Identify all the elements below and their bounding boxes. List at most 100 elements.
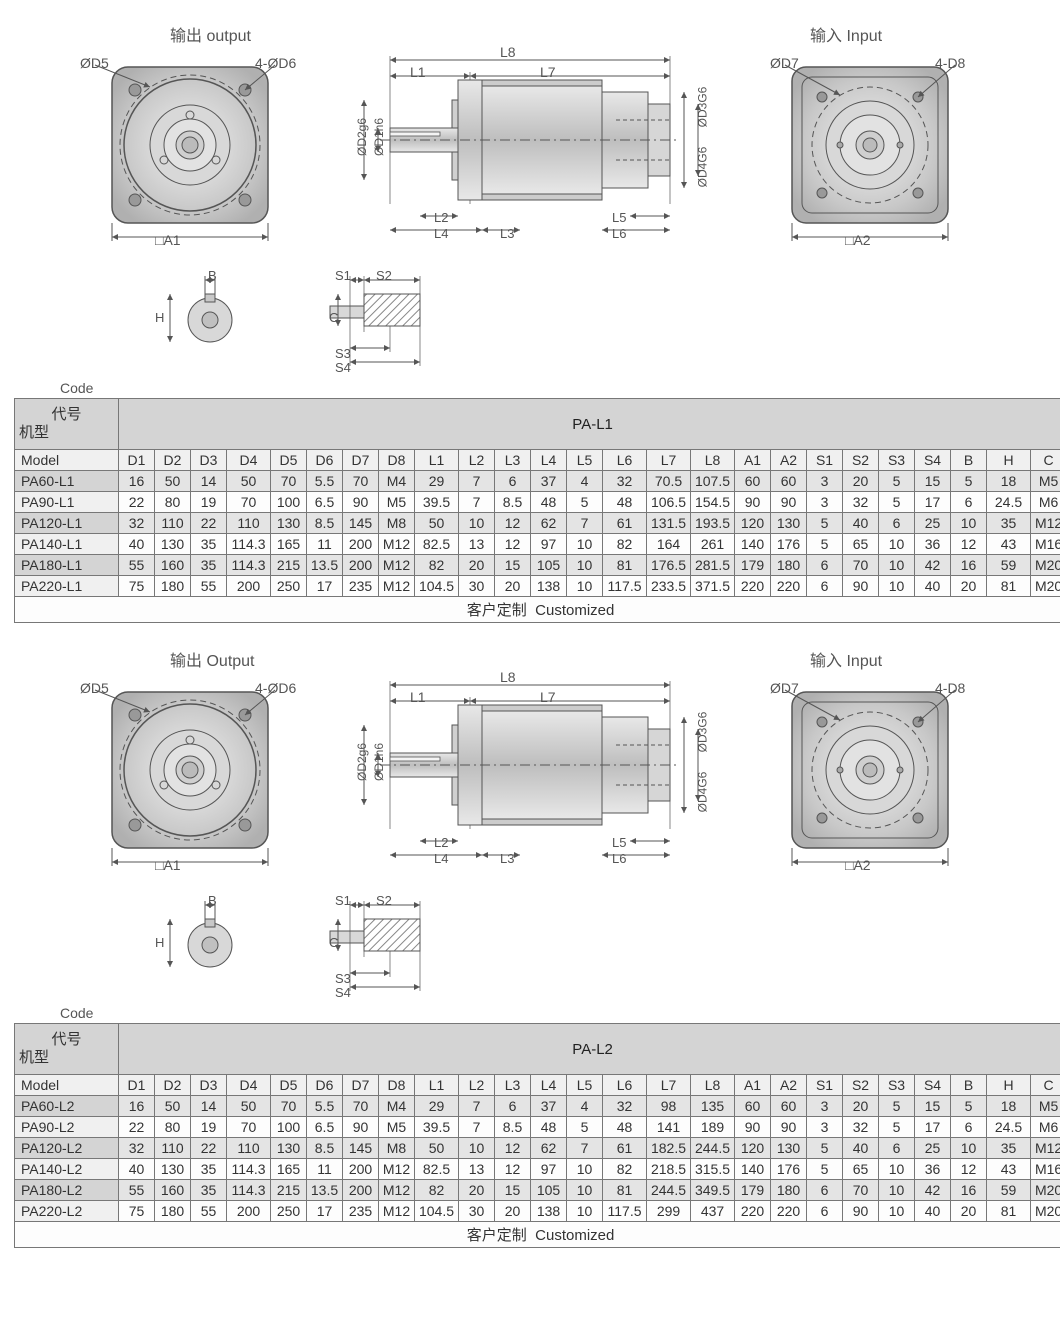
- dim-s3-1: S3: [335, 346, 351, 361]
- table-row: PA220-L1751805520025017235M12104.5302013…: [15, 576, 1060, 597]
- dim-s1-2: S1: [335, 893, 351, 908]
- value-cell: 24.5: [987, 492, 1031, 513]
- value-cell: 10: [567, 555, 603, 576]
- value-cell: 117.5: [603, 1201, 647, 1222]
- value-cell: 40: [915, 576, 951, 597]
- value-cell: 235: [343, 576, 379, 597]
- value-cell: 82.5: [415, 1159, 459, 1180]
- drawings-pal1: 输出 output 输入 Input ØD5 4-ØD6 □A1 L8 L1 L…: [0, 0, 1060, 380]
- dim-a1-1: □A1: [155, 232, 181, 248]
- value-cell: 32: [119, 1138, 155, 1159]
- col-L7: L7: [647, 1075, 691, 1096]
- value-cell: 5: [807, 534, 843, 555]
- value-cell: 30: [459, 576, 495, 597]
- value-cell: 98: [647, 1096, 691, 1117]
- value-cell: 130: [771, 513, 807, 534]
- value-cell: 20: [951, 1201, 987, 1222]
- value-cell: 22: [119, 492, 155, 513]
- table1-header: 代号 机型 PA-L1: [15, 399, 1060, 450]
- value-cell: 82: [415, 1180, 459, 1201]
- value-cell: 12: [951, 534, 987, 555]
- value-cell: 110: [155, 1138, 191, 1159]
- dim-s1-1: S1: [335, 268, 351, 283]
- value-cell: M20: [1031, 1180, 1060, 1201]
- value-cell: 179: [735, 555, 771, 576]
- value-cell: 164: [647, 534, 691, 555]
- table2-header: 代号 机型 PA-L2: [15, 1024, 1060, 1075]
- dim-l4-2: L4: [434, 851, 448, 866]
- value-cell: 55: [191, 1201, 227, 1222]
- col-D4: D4: [227, 1075, 271, 1096]
- value-cell: 55: [119, 1180, 155, 1201]
- dim-d1-2: ØD1h6: [372, 743, 386, 781]
- value-cell: 11: [307, 534, 343, 555]
- value-cell: 48: [603, 492, 647, 513]
- value-cell: 59: [987, 555, 1031, 576]
- model-cell: PA90-L2: [15, 1117, 119, 1138]
- dim-a1-2: □A1: [155, 857, 181, 873]
- value-cell: M12: [379, 1201, 415, 1222]
- col-S1: S1: [807, 450, 843, 471]
- value-cell: 120: [735, 1138, 771, 1159]
- dim-d5-1: ØD5: [80, 55, 109, 71]
- value-cell: 4: [567, 471, 603, 492]
- value-cell: 165: [271, 534, 307, 555]
- value-cell: M5: [1031, 1096, 1060, 1117]
- dim-s4-2: S4: [335, 985, 351, 1000]
- col-D3: D3: [191, 1075, 227, 1096]
- col-S2: S2: [843, 1075, 879, 1096]
- value-cell: 50: [227, 1096, 271, 1117]
- value-cell: 40: [843, 1138, 879, 1159]
- col-S2: S2: [843, 450, 879, 471]
- value-cell: 5: [879, 1117, 915, 1138]
- dim-l5-2: L5: [612, 835, 626, 850]
- value-cell: 10: [879, 576, 915, 597]
- value-cell: 70.5: [647, 471, 691, 492]
- value-cell: 32: [843, 1117, 879, 1138]
- value-cell: 19: [191, 492, 227, 513]
- value-cell: 17: [307, 1201, 343, 1222]
- value-cell: 244.5: [691, 1138, 735, 1159]
- col-L6: L6: [603, 1075, 647, 1096]
- value-cell: 20: [459, 1180, 495, 1201]
- value-cell: M4: [379, 471, 415, 492]
- value-cell: 6: [879, 513, 915, 534]
- value-cell: 220: [735, 576, 771, 597]
- table-row: PA120-L232110221101308.5145M850101262761…: [15, 1138, 1060, 1159]
- model-cell: PA120-L2: [15, 1138, 119, 1159]
- value-cell: 189: [691, 1117, 735, 1138]
- table2-footer: 客户定制 Customized: [15, 1222, 1060, 1248]
- table-row: PA140-L14013035114.316511200M1282.513129…: [15, 534, 1060, 555]
- value-cell: 55: [191, 576, 227, 597]
- value-cell: 90: [843, 576, 879, 597]
- value-cell: 130: [271, 1138, 307, 1159]
- value-cell: 106.5: [647, 492, 691, 513]
- value-cell: 70: [343, 471, 379, 492]
- value-cell: 12: [495, 534, 531, 555]
- value-cell: M20: [1031, 555, 1060, 576]
- value-cell: 61: [603, 1138, 647, 1159]
- value-cell: 5: [807, 513, 843, 534]
- table2-title: PA-L2: [119, 1024, 1060, 1075]
- value-cell: 48: [531, 1117, 567, 1138]
- value-cell: 6: [879, 1138, 915, 1159]
- value-cell: 18: [987, 471, 1031, 492]
- dim-c-2: C: [329, 935, 338, 950]
- value-cell: 437: [691, 1201, 735, 1222]
- col-L2: L2: [459, 450, 495, 471]
- value-cell: 82.5: [415, 534, 459, 555]
- col-D1: D1: [119, 1075, 155, 1096]
- table-row: PA90-L1228019701006.590M539.578.54854810…: [15, 492, 1060, 513]
- value-cell: 5: [879, 1096, 915, 1117]
- value-cell: 5: [567, 1117, 603, 1138]
- value-cell: 5: [951, 471, 987, 492]
- col-H: H: [987, 450, 1031, 471]
- dim-l2-1: L2: [434, 210, 448, 225]
- col-B: B: [951, 1075, 987, 1096]
- col-L8: L8: [691, 1075, 735, 1096]
- dim-d3-1: ØD3G6: [695, 87, 709, 128]
- value-cell: 80: [155, 492, 191, 513]
- value-cell: 35: [191, 555, 227, 576]
- col-D8: D8: [379, 1075, 415, 1096]
- value-cell: 10: [459, 1138, 495, 1159]
